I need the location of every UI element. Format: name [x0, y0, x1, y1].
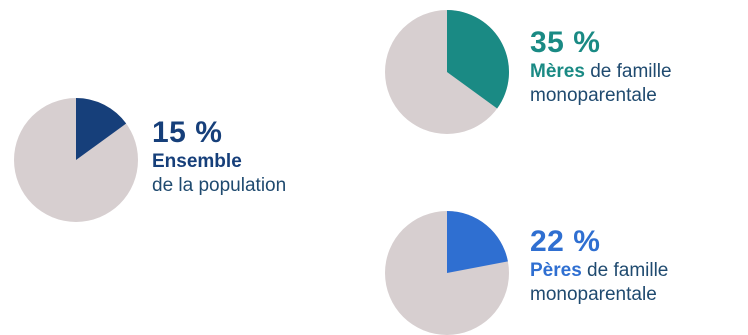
bold-meres: Mères: [530, 61, 585, 82]
pie-peres-slice: [447, 211, 508, 273]
line2-ensemble: de la population: [152, 175, 287, 196]
label-peres: 22 % Pères de famille monoparentale: [530, 225, 668, 307]
bold-ensemble: Ensemble: [152, 151, 242, 172]
pie-peres: [385, 211, 509, 335]
pct-peres: 22 %: [530, 225, 601, 258]
label-ensemble: 15 % Ensemble de la population: [152, 116, 286, 198]
line1-peres: Pères de famille: [530, 259, 668, 283]
bold-peres: Pères: [530, 260, 582, 281]
pie-ensemble: [14, 98, 138, 222]
pie-ensemble-slice: [76, 98, 127, 160]
pie-meres: [385, 10, 509, 134]
rest-peres: de famille: [581, 260, 669, 281]
label-meres: 35 % Mères de famille monoparentale: [530, 26, 672, 108]
line2-peres: monoparentale: [530, 284, 657, 305]
line1-ensemble: Ensemble: [152, 150, 286, 174]
pct-meres: 35 %: [530, 26, 601, 59]
pct-ensemble: 15 %: [152, 116, 223, 149]
line1-meres: Mères de famille: [530, 60, 672, 84]
rest-meres: de famille: [584, 61, 672, 82]
line2-meres: monoparentale: [530, 85, 657, 106]
pie-meres-slice: [447, 10, 509, 109]
